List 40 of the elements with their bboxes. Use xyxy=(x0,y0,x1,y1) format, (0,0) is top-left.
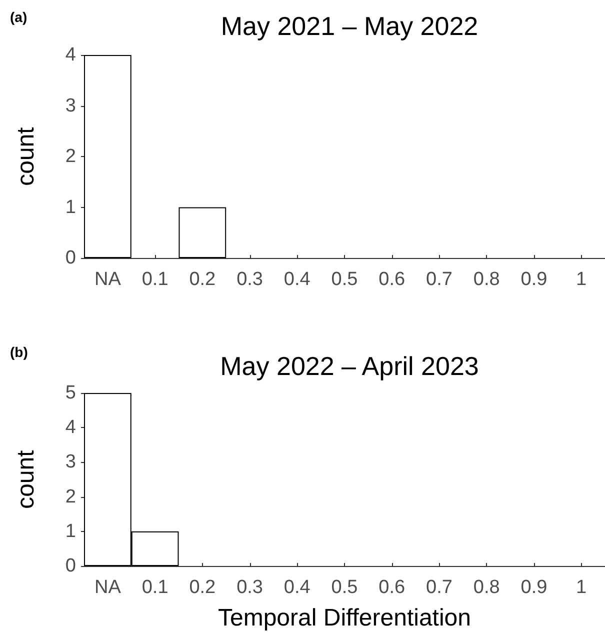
x-tick-label: 0.7 xyxy=(426,269,452,290)
x-axis-title: Temporal Differentiation xyxy=(218,604,472,632)
text: (a) xyxy=(10,9,28,25)
y-tick-label: 3 xyxy=(65,95,76,116)
y-tick-label: 4 xyxy=(65,44,76,66)
x-tick-label: 0.4 xyxy=(284,269,311,290)
x-tick-label: 0.9 xyxy=(520,577,548,598)
y-tick-label: 0 xyxy=(65,248,76,268)
y-tick-label: 2 xyxy=(65,486,76,508)
chart-title: May 2022 – April 2023 xyxy=(220,351,479,381)
x-tick-label: 1 xyxy=(576,577,587,598)
chart-title: May 2021 – May 2022 xyxy=(220,11,478,41)
y-tick-label: 2 xyxy=(65,146,76,167)
x-tick-label: 0.1 xyxy=(142,577,168,598)
y-axis-title: count xyxy=(12,450,40,509)
x-tick-label: 0.2 xyxy=(189,269,216,290)
x-tick-label: 0.7 xyxy=(426,577,452,598)
x-tick-label: 0.5 xyxy=(331,577,358,598)
x-tick-label: 0.5 xyxy=(331,269,358,290)
x-tick-label: 0.4 xyxy=(284,577,311,598)
x-tick-label: 0.8 xyxy=(473,577,500,598)
x-tick-label: 0.3 xyxy=(236,577,263,598)
x-tick-label: 0.6 xyxy=(378,577,406,598)
x-tick-label: NA xyxy=(94,269,122,290)
x-tick-label: 0.2 xyxy=(189,577,216,598)
y-tick-label: 1 xyxy=(65,520,76,542)
x-tick-label: 0.9 xyxy=(520,269,548,290)
y-tick-label: 1 xyxy=(65,196,76,218)
x-tick-label: 0.6 xyxy=(378,269,406,290)
y-tick-label: 4 xyxy=(65,417,76,438)
x-tick-label: 1 xyxy=(576,269,587,290)
x-tick-label: 0.8 xyxy=(473,269,500,290)
x-tick-label: NA xyxy=(94,577,122,598)
y-axis-title: count xyxy=(12,126,40,186)
y-tick-label: 3 xyxy=(65,452,76,473)
x-tick-label: 0.3 xyxy=(236,269,263,290)
x-tick-label: 0.1 xyxy=(142,269,168,290)
y-tick-label: 5 xyxy=(65,382,76,404)
y-tick-label: 0 xyxy=(65,556,76,576)
text: (b) xyxy=(10,344,28,360)
